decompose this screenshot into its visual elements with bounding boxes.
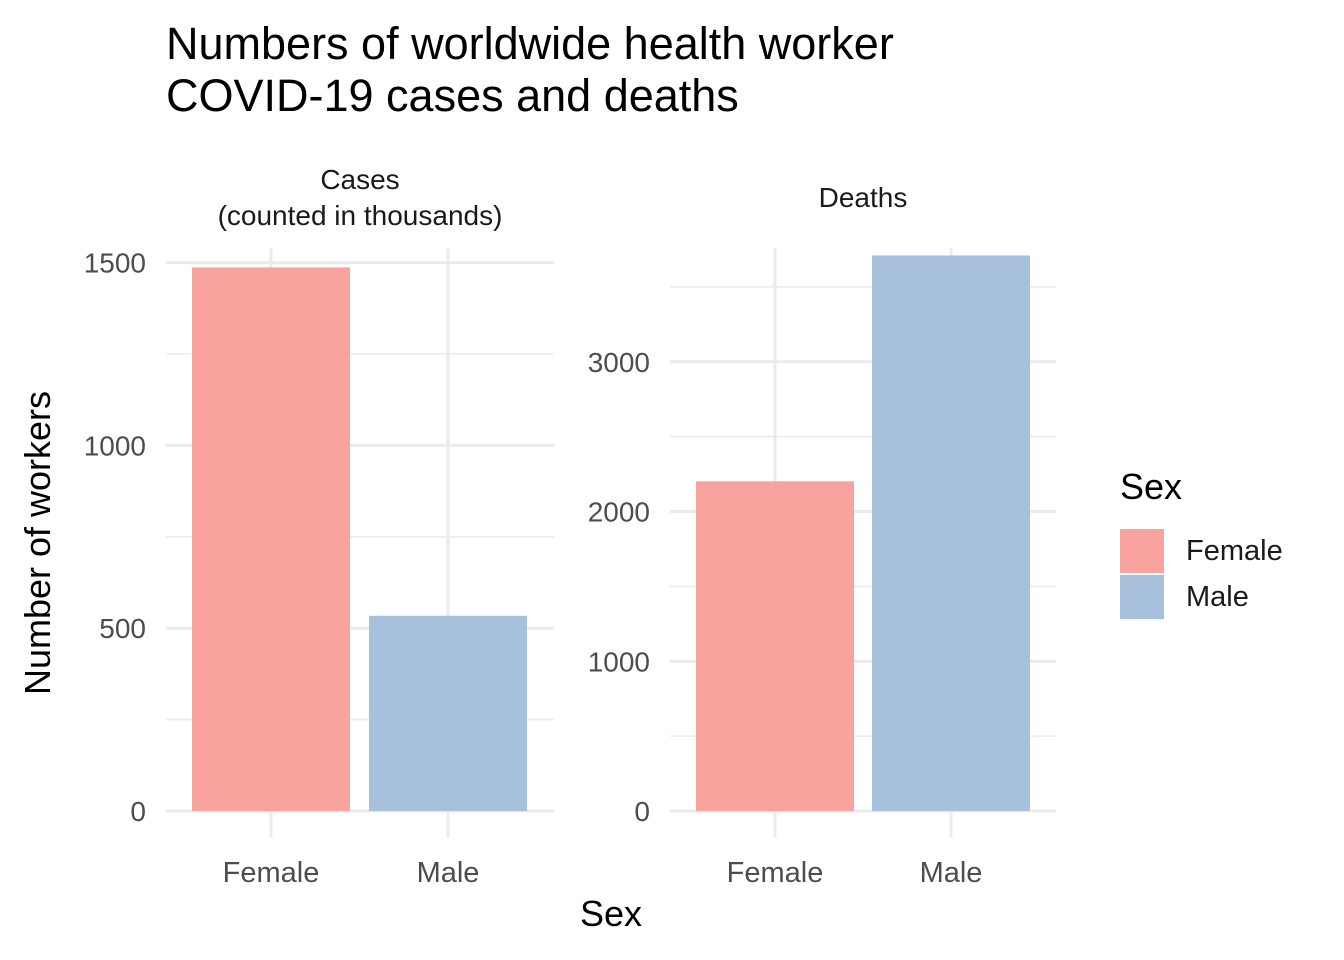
deaths-bar-male bbox=[872, 255, 1030, 812]
legend-item-male: Male bbox=[1120, 574, 1283, 620]
cases-bar-female bbox=[192, 267, 350, 811]
y-axis-label: Number of workers bbox=[17, 390, 58, 696]
chart-title-line-1: Numbers of worldwide health worker bbox=[166, 18, 894, 69]
legend-label-male: Male bbox=[1186, 580, 1249, 613]
cases-ytick-label: 1000 bbox=[84, 430, 146, 461]
legend: Sex Female Male bbox=[1120, 466, 1283, 620]
x-axis-label: Sex bbox=[579, 893, 643, 934]
legend-item-female: Female bbox=[1120, 528, 1283, 574]
panel-title-cases: Cases (counted in thousands) bbox=[217, 164, 503, 231]
cases-xtick-label-female: Female bbox=[223, 857, 320, 889]
cases-bar-male bbox=[369, 615, 527, 811]
deaths-ytick-label: 2000 bbox=[588, 497, 650, 528]
deaths-xtick-label-female: Female bbox=[727, 857, 824, 889]
cases-ytick-label: 1500 bbox=[84, 248, 146, 279]
deaths-ytick-label: 3000 bbox=[588, 347, 650, 378]
legend-title: Sex bbox=[1120, 466, 1183, 507]
cases-ytick-label: 0 bbox=[130, 796, 146, 827]
panel-title-deaths: Deaths bbox=[818, 182, 908, 213]
deaths-xtick-label-male: Male bbox=[920, 857, 983, 889]
deaths-ytick-label: 1000 bbox=[588, 646, 650, 677]
legend-key-female bbox=[1120, 529, 1164, 573]
deaths-bar-female bbox=[696, 481, 854, 811]
legend-label-female: Female bbox=[1186, 534, 1283, 567]
chart-title: Numbers of worldwide health worker COVID… bbox=[166, 18, 894, 122]
legend-key-male bbox=[1120, 575, 1164, 619]
deaths-ytick-label: 0 bbox=[634, 796, 650, 827]
cases-ytick-label: 500 bbox=[99, 613, 146, 644]
cases-xtick-label-male: Male bbox=[417, 857, 480, 889]
chart-title-line-2: COVID-19 cases and deaths bbox=[166, 70, 739, 121]
